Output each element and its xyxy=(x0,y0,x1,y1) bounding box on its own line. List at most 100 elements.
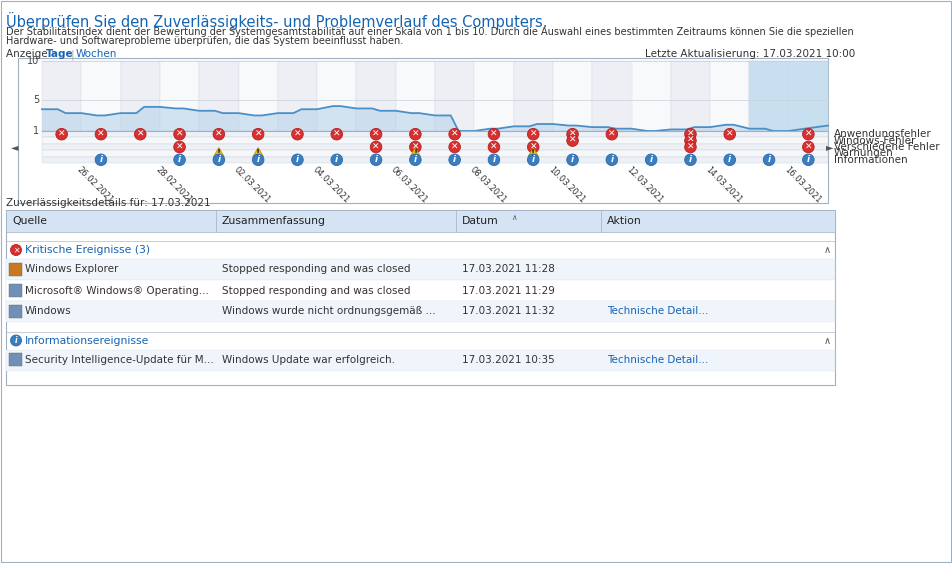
Bar xyxy=(42,144,828,150)
Circle shape xyxy=(95,154,107,166)
Text: i: i xyxy=(610,155,613,164)
Text: !: ! xyxy=(217,149,221,158)
Circle shape xyxy=(291,128,304,140)
Text: i: i xyxy=(257,155,260,164)
Text: Technische Detail...: Technische Detail... xyxy=(607,355,708,365)
Text: ✕: ✕ xyxy=(490,142,498,151)
Text: i: i xyxy=(689,155,692,164)
Text: Der Stabilitätsindex dient der Bewertung der Systemgesamtstabilität auf einer Sk: Der Stabilitätsindex dient der Bewertung… xyxy=(6,27,854,37)
Text: 10.03.2021: 10.03.2021 xyxy=(546,165,586,205)
Text: 5: 5 xyxy=(32,95,39,105)
Text: 1: 1 xyxy=(33,126,39,136)
Text: ✕: ✕ xyxy=(294,129,301,138)
Bar xyxy=(396,61,435,131)
Text: Windows wurde nicht ordnungsgemäß ...: Windows wurde nicht ordnungsgemäß ... xyxy=(222,306,436,316)
Text: 10: 10 xyxy=(27,56,39,66)
Circle shape xyxy=(803,141,814,153)
Circle shape xyxy=(174,141,186,153)
Circle shape xyxy=(724,154,736,166)
Circle shape xyxy=(56,128,68,140)
Bar xyxy=(356,61,396,131)
Circle shape xyxy=(527,154,539,166)
Text: i: i xyxy=(531,155,535,164)
Bar xyxy=(749,61,788,131)
Bar xyxy=(6,259,835,280)
Text: ✕: ✕ xyxy=(686,129,694,138)
Bar xyxy=(553,61,592,131)
Bar xyxy=(42,137,828,144)
Bar xyxy=(592,61,631,131)
Circle shape xyxy=(213,154,225,166)
Text: i: i xyxy=(374,155,378,164)
Circle shape xyxy=(645,154,657,166)
Bar xyxy=(435,61,474,131)
Text: Zusammenfassung: Zusammenfassung xyxy=(222,216,326,226)
Text: 28.02.2021: 28.02.2021 xyxy=(153,165,193,205)
Bar xyxy=(788,61,828,131)
Polygon shape xyxy=(253,148,264,157)
Bar xyxy=(317,61,356,131)
Text: Security Intelligence-Update für M...: Security Intelligence-Update für M... xyxy=(25,355,214,365)
Text: Quelle: Quelle xyxy=(12,216,47,226)
Text: Wochen: Wochen xyxy=(76,49,117,59)
Circle shape xyxy=(370,141,382,153)
Text: ✕: ✕ xyxy=(804,129,812,138)
Bar xyxy=(671,61,710,131)
Circle shape xyxy=(409,154,421,166)
Text: ✕: ✕ xyxy=(608,129,616,138)
Circle shape xyxy=(488,141,500,153)
Text: Stopped responding and was closed: Stopped responding and was closed xyxy=(222,285,410,296)
Text: i: i xyxy=(335,155,338,164)
Text: ✕: ✕ xyxy=(411,142,419,151)
Circle shape xyxy=(174,154,186,166)
Circle shape xyxy=(10,244,22,256)
Bar xyxy=(199,61,239,131)
Circle shape xyxy=(134,128,146,140)
Circle shape xyxy=(488,128,500,140)
Circle shape xyxy=(803,154,814,166)
Circle shape xyxy=(684,128,696,140)
Text: ►: ► xyxy=(826,142,834,152)
Circle shape xyxy=(252,154,264,166)
Bar xyxy=(18,58,828,203)
Text: ✕: ✕ xyxy=(372,142,380,151)
Circle shape xyxy=(291,154,304,166)
Text: ✕: ✕ xyxy=(12,245,19,254)
Text: 08.03.2021: 08.03.2021 xyxy=(468,165,507,205)
Text: 16.03.2021: 16.03.2021 xyxy=(783,165,823,205)
Circle shape xyxy=(684,154,696,166)
Bar xyxy=(6,280,835,301)
Bar xyxy=(631,61,671,131)
Text: ✕: ✕ xyxy=(451,129,459,138)
Bar xyxy=(6,350,835,370)
Text: i: i xyxy=(296,155,299,164)
Text: Überprüfen Sie den Zuverlässigkeits- und Problemverlauf des Computers.: Überprüfen Sie den Zuverlässigkeits- und… xyxy=(6,12,547,30)
Text: Windows: Windows xyxy=(25,306,71,316)
Text: i: i xyxy=(217,155,221,164)
Polygon shape xyxy=(213,148,224,157)
Text: i: i xyxy=(806,155,810,164)
Polygon shape xyxy=(528,148,539,157)
Circle shape xyxy=(803,128,814,140)
Text: Aktion: Aktion xyxy=(607,216,642,226)
Text: Datum: Datum xyxy=(462,216,499,226)
Text: ✕: ✕ xyxy=(490,129,498,138)
Text: 26.02.2021: 26.02.2021 xyxy=(75,165,115,205)
Text: !: ! xyxy=(256,149,260,158)
Polygon shape xyxy=(42,106,828,131)
Text: i: i xyxy=(492,155,495,164)
Circle shape xyxy=(213,128,225,140)
Text: 17.03.2021 11:29: 17.03.2021 11:29 xyxy=(462,285,555,296)
Text: i: i xyxy=(453,155,456,164)
Text: ✕: ✕ xyxy=(58,129,66,138)
Bar xyxy=(239,61,278,131)
Text: ✕: ✕ xyxy=(372,129,380,138)
Text: Windows-Fehler: Windows-Fehler xyxy=(834,136,917,146)
Text: ✕: ✕ xyxy=(254,129,262,138)
Bar xyxy=(42,157,828,163)
Bar xyxy=(6,301,835,322)
Circle shape xyxy=(448,141,461,153)
Bar xyxy=(121,61,160,131)
Circle shape xyxy=(566,128,579,140)
Text: i: i xyxy=(767,155,770,164)
